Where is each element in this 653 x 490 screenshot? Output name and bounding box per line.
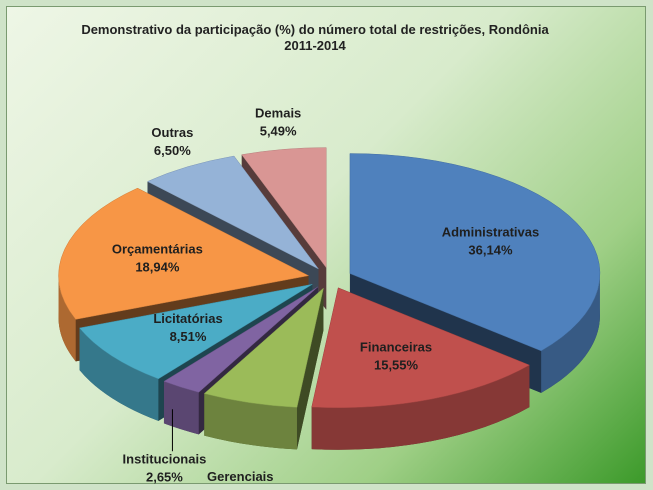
data-label-name: Outras xyxy=(151,125,193,140)
slice xyxy=(311,287,530,409)
data-label-value: 6,50% xyxy=(154,143,191,158)
slice-side xyxy=(204,393,297,450)
slice-edge xyxy=(163,286,318,435)
slice xyxy=(163,286,319,393)
data-label-name: Financeiras xyxy=(360,339,432,354)
data-label-value: 36,14% xyxy=(468,243,513,258)
slice xyxy=(79,284,313,380)
slice xyxy=(146,155,319,270)
data-label-name: Gerenciais xyxy=(207,469,274,484)
slice-side xyxy=(541,273,600,393)
slice xyxy=(58,187,310,320)
data-label-value: 6,22% xyxy=(222,487,259,490)
data-label-value: 2,65% xyxy=(146,470,183,485)
data-label-value: 15,55% xyxy=(374,357,419,372)
data-label-name: Administrativas xyxy=(442,225,540,240)
slice xyxy=(203,287,324,408)
data-label-value: 8,51% xyxy=(170,329,207,344)
data-label-name: Demais xyxy=(255,106,301,121)
data-label-value: 18,94% xyxy=(135,260,180,275)
slice xyxy=(349,153,601,352)
data-label-name: Institucionais xyxy=(123,452,207,467)
slice-side xyxy=(311,365,530,450)
data-label-value: 5,49% xyxy=(260,124,297,139)
chart-title: Demonstrativo da participação (%) do núm… xyxy=(81,22,549,53)
slice-side xyxy=(79,327,159,421)
data-label-name: Orçamentárias xyxy=(112,242,203,257)
slice-side xyxy=(58,275,76,362)
slice xyxy=(241,147,327,269)
data-label-name: Licitatórias xyxy=(153,311,222,326)
